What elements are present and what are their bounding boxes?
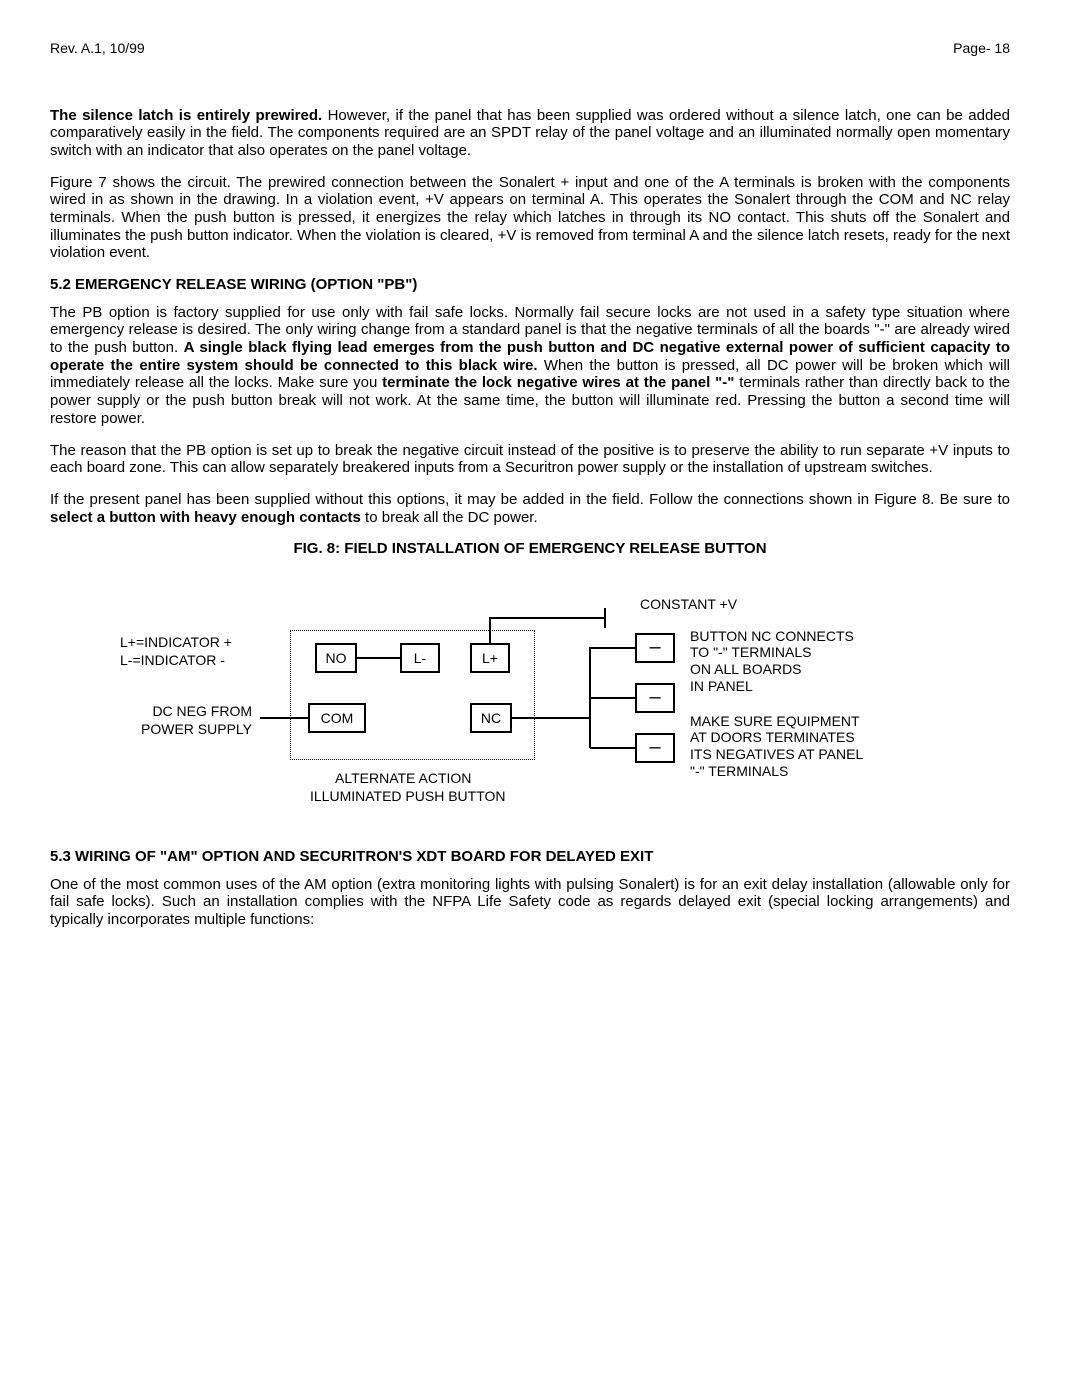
rev-label: Rev. A.1, 10/99 bbox=[50, 40, 145, 57]
r1: BUTTON NC CONNECTS bbox=[690, 628, 854, 645]
label-const-v: CONSTANT +V bbox=[640, 596, 737, 613]
label-right-block1: BUTTON NC CONNECTS TO "-" TERMINALS ON A… bbox=[690, 628, 854, 694]
box-no: NO bbox=[315, 643, 357, 673]
lbl-no: NO bbox=[326, 650, 347, 667]
box-l-plus: L+ bbox=[470, 643, 510, 673]
label-alt-2: ILLUMINATED PUSH BUTTON bbox=[310, 788, 506, 805]
label-power-supply: POWER SUPPLY bbox=[132, 721, 252, 738]
r4: IN PANEL bbox=[690, 678, 854, 695]
label-dc-neg: DC NEG FROM bbox=[132, 703, 252, 720]
para-4: The reason that the PB option is set up … bbox=[50, 442, 1010, 477]
r8: "-" TERMINALS bbox=[690, 763, 863, 780]
terminal-2: – bbox=[635, 683, 675, 713]
lbl-lminus: L- bbox=[414, 650, 426, 667]
lbl-lplus: L+ bbox=[482, 650, 498, 667]
lbl-t3: – bbox=[649, 736, 660, 760]
section-5-2-heading: 5.2 EMERGENCY RELEASE WIRING (OPTION "PB… bbox=[50, 276, 1010, 294]
r5: MAKE SURE EQUIPMENT bbox=[690, 713, 863, 730]
terminal-1: – bbox=[635, 633, 675, 663]
p5-t2: to break all the DC power. bbox=[361, 509, 538, 526]
p1-bold: The silence latch is entirely prewired. bbox=[50, 107, 322, 124]
para-1: The silence latch is entirely prewired. … bbox=[50, 107, 1010, 160]
r2: TO "-" TERMINALS bbox=[690, 644, 854, 661]
lbl-t1: – bbox=[649, 636, 660, 660]
p3-b2: terminate the lock negative wires at the… bbox=[382, 374, 734, 391]
figure-8-title: FIG. 8: FIELD INSTALLATION OF EMERGENCY … bbox=[50, 540, 1010, 558]
r6: AT DOORS TERMINATES bbox=[690, 729, 863, 746]
page-header: Rev. A.1, 10/99 Page- 18 bbox=[50, 40, 1010, 57]
p5-b1: select a button with heavy enough contac… bbox=[50, 509, 361, 526]
page-number: Page- 18 bbox=[953, 40, 1010, 57]
label-ind-minus: L-=INDICATOR - bbox=[120, 652, 225, 669]
para-2: Figure 7 shows the circuit. The prewired… bbox=[50, 174, 1010, 262]
para-3: The PB option is factory supplied for us… bbox=[50, 304, 1010, 428]
r7: ITS NEGATIVES AT PANEL bbox=[690, 746, 863, 763]
label-ind-plus: L+=INDICATOR + bbox=[120, 634, 232, 651]
label-alt-1: ALTERNATE ACTION bbox=[335, 770, 471, 787]
box-l-minus: L- bbox=[400, 643, 440, 673]
lbl-t2: – bbox=[649, 686, 660, 710]
figure-8-diagram: NO L- L+ COM NC – – – L+=INDICATOR + L-=… bbox=[50, 578, 1010, 828]
label-right-block2: MAKE SURE EQUIPMENT AT DOORS TERMINATES … bbox=[690, 713, 863, 779]
box-com: COM bbox=[308, 703, 366, 733]
terminal-3: – bbox=[635, 733, 675, 763]
box-nc: NC bbox=[470, 703, 512, 733]
lbl-com: COM bbox=[321, 710, 354, 727]
p5-t1: If the present panel has been supplied w… bbox=[50, 491, 1010, 508]
para-5: If the present panel has been supplied w… bbox=[50, 491, 1010, 526]
r3: ON ALL BOARDS bbox=[690, 661, 854, 678]
lbl-nc: NC bbox=[481, 710, 501, 727]
para-6: One of the most common uses of the AM op… bbox=[50, 876, 1010, 929]
section-5-3-heading: 5.3 WIRING OF "AM" OPTION AND SECURITRON… bbox=[50, 848, 1010, 866]
